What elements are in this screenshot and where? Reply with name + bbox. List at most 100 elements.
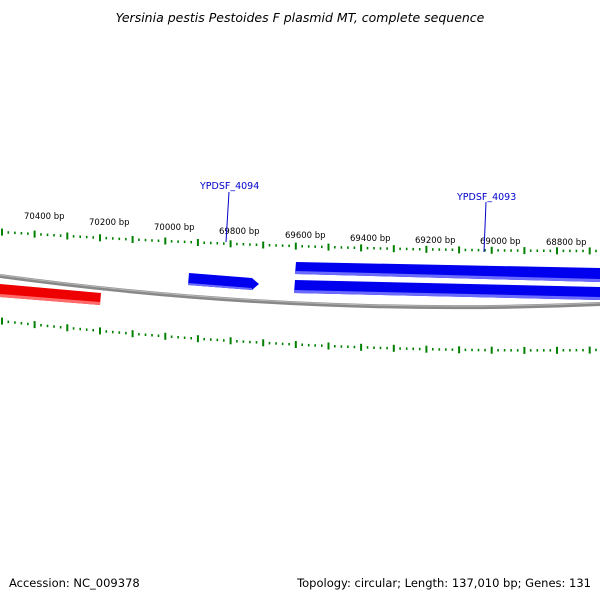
major-tick bbox=[458, 346, 461, 354]
minor-tick bbox=[595, 348, 597, 352]
minor-tick bbox=[432, 248, 434, 251]
major-tick bbox=[229, 337, 232, 345]
minor-tick bbox=[203, 241, 205, 244]
gene-ypdsf-4094[interactable] bbox=[188, 273, 259, 290]
minor-tick bbox=[464, 248, 467, 252]
tick-labels: 70400 bp 70200 bp 70000 bp 69800 bp 6960… bbox=[24, 212, 587, 248]
minor-tick bbox=[516, 249, 519, 252]
upper-tick-ring bbox=[1, 228, 597, 255]
minor-tick bbox=[321, 344, 323, 347]
major-tick bbox=[490, 346, 493, 354]
major-tick bbox=[588, 346, 591, 354]
minor-tick bbox=[451, 248, 454, 251]
gene-label-ypdsf-4094[interactable]: YPDSF_4094 bbox=[199, 181, 259, 192]
minor-tick bbox=[471, 248, 473, 252]
minor-tick bbox=[529, 349, 532, 352]
minor-tick bbox=[353, 345, 356, 349]
minor-tick bbox=[27, 322, 29, 326]
minor-tick bbox=[562, 349, 565, 352]
minor-tick bbox=[14, 231, 16, 235]
minor-tick bbox=[582, 249, 584, 253]
minor-tick bbox=[497, 249, 499, 252]
major-tick bbox=[458, 246, 461, 254]
major-tick bbox=[588, 247, 591, 255]
minor-tick bbox=[275, 244, 277, 247]
gene-reverse-red[interactable] bbox=[0, 284, 101, 305]
minor-tick bbox=[314, 245, 316, 248]
minor-tick bbox=[7, 231, 10, 234]
minor-tick bbox=[105, 330, 108, 333]
minor-tick bbox=[46, 233, 49, 237]
minor-tick bbox=[536, 249, 539, 252]
tick-label: 69800 bp bbox=[219, 227, 260, 237]
major-tick bbox=[33, 230, 36, 238]
minor-tick bbox=[85, 328, 88, 331]
plasmid-backbone-highlight bbox=[0, 274, 600, 307]
minor-tick bbox=[549, 349, 552, 352]
map-title: Yersinia pestis Pestoides F plasmid MT, … bbox=[115, 10, 485, 25]
gene-ypdsf-4093-outer[interactable] bbox=[295, 262, 600, 282]
major-tick bbox=[164, 237, 167, 245]
major-tick bbox=[262, 241, 265, 249]
minor-tick bbox=[445, 248, 447, 251]
minor-tick bbox=[125, 237, 127, 241]
major-tick bbox=[327, 243, 330, 251]
minor-tick bbox=[249, 243, 251, 246]
minor-tick bbox=[484, 348, 486, 352]
minor-tick bbox=[138, 333, 140, 336]
gene-label-leader-4093 bbox=[483, 201, 487, 253]
minor-tick bbox=[445, 348, 447, 351]
minor-tick bbox=[216, 242, 219, 245]
minor-tick bbox=[79, 235, 81, 238]
minor-tick bbox=[183, 240, 186, 244]
major-tick bbox=[294, 242, 297, 250]
minor-tick bbox=[353, 246, 356, 249]
minor-tick bbox=[210, 338, 212, 341]
minor-tick bbox=[177, 240, 179, 243]
minor-tick bbox=[575, 348, 578, 352]
minor-tick bbox=[242, 243, 245, 246]
lower-tick-ring bbox=[1, 317, 597, 354]
minor-tick bbox=[503, 349, 506, 352]
minor-tick bbox=[477, 248, 480, 252]
minor-tick bbox=[268, 244, 271, 247]
minor-tick bbox=[536, 349, 539, 352]
tick-label: 69200 bp bbox=[415, 236, 456, 246]
major-tick bbox=[556, 247, 558, 255]
minor-tick bbox=[190, 337, 192, 340]
minor-tick bbox=[399, 247, 401, 251]
minor-tick bbox=[92, 329, 94, 332]
minor-tick bbox=[438, 348, 441, 351]
major-tick bbox=[327, 342, 330, 350]
tick-label: 70400 bp bbox=[24, 212, 65, 222]
gene-label-ypdsf-4093[interactable]: YPDSF_4093 bbox=[456, 192, 516, 203]
minor-tick bbox=[268, 341, 271, 345]
gene-ypdsf-4093-inner[interactable] bbox=[294, 280, 600, 300]
minor-tick bbox=[595, 249, 597, 253]
minor-tick bbox=[399, 347, 401, 350]
minor-tick bbox=[575, 249, 578, 253]
minor-tick bbox=[281, 342, 284, 346]
minor-tick bbox=[503, 249, 506, 252]
minor-tick bbox=[386, 247, 388, 250]
tick-label: 69000 bp bbox=[480, 237, 521, 247]
minor-tick bbox=[59, 234, 62, 237]
major-tick bbox=[131, 330, 134, 338]
minor-tick bbox=[242, 340, 245, 343]
minor-tick bbox=[529, 249, 532, 252]
minor-tick bbox=[151, 239, 153, 242]
minor-tick bbox=[418, 248, 421, 251]
minor-tick bbox=[497, 349, 499, 352]
major-tick bbox=[1, 317, 3, 325]
minor-tick bbox=[386, 346, 388, 350]
minor-tick bbox=[255, 341, 258, 344]
minor-tick bbox=[53, 325, 55, 328]
minor-tick bbox=[53, 234, 55, 237]
plasmid-backbone bbox=[0, 274, 600, 310]
minor-tick bbox=[373, 247, 375, 250]
minor-tick bbox=[14, 321, 16, 324]
minor-tick bbox=[307, 245, 310, 248]
minor-tick bbox=[170, 335, 173, 338]
minor-tick bbox=[510, 349, 512, 352]
minor-tick bbox=[210, 241, 212, 245]
